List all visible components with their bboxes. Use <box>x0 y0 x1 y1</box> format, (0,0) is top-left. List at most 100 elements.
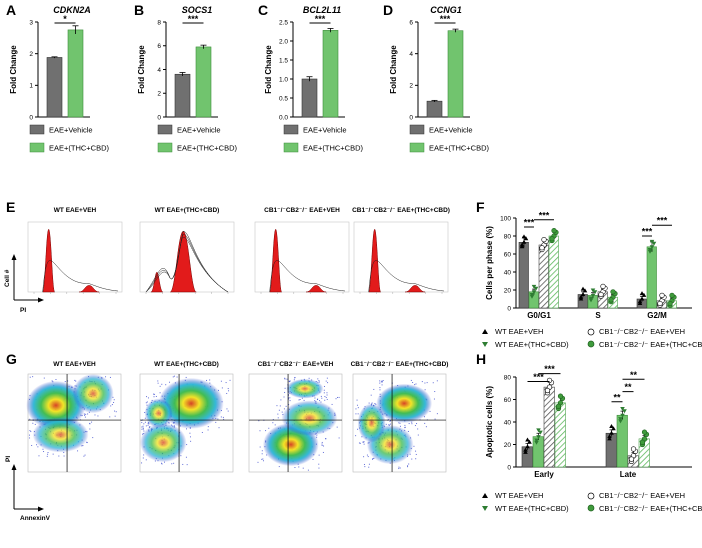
legend-label-vehicle: EAE+Vehicle <box>177 126 221 135</box>
flow-event <box>185 456 187 458</box>
flow-event <box>314 400 316 402</box>
sig-stars: *** <box>524 218 535 228</box>
y-tick-label: 80 <box>504 375 512 382</box>
data-point <box>590 293 596 298</box>
flow-event <box>368 402 370 404</box>
legend-marker-ko-veh <box>587 328 595 336</box>
flow-event <box>379 387 381 389</box>
y-tick-label: 4 <box>157 67 161 74</box>
flow-event <box>389 420 391 422</box>
y-axis-title: Fold Change <box>264 45 273 94</box>
flow-event <box>143 423 145 425</box>
flow-event <box>29 434 31 436</box>
flow-event <box>113 401 115 403</box>
flow-event <box>182 463 184 465</box>
flow-event <box>308 377 310 379</box>
data-point <box>618 419 623 424</box>
data-point <box>521 239 527 244</box>
sig-stars: * <box>63 14 67 24</box>
flow-event <box>316 399 318 401</box>
x-category-label: Early <box>534 470 554 479</box>
flow-event <box>37 446 39 448</box>
data-point <box>620 407 625 411</box>
flow-event <box>424 389 426 391</box>
flow-event <box>46 455 48 457</box>
sig-stars: ** <box>613 392 621 402</box>
density-cloud <box>158 377 224 429</box>
flow-event <box>161 462 163 464</box>
flow-event <box>74 379 76 381</box>
data-point <box>549 236 555 242</box>
flow-event <box>83 455 85 457</box>
panel-letter-C: C <box>258 2 268 18</box>
flow-event <box>36 444 38 446</box>
data-point <box>611 426 616 431</box>
flow-event <box>276 405 278 407</box>
histogram-fit-curve <box>269 260 346 293</box>
data-point <box>600 283 606 290</box>
flow-event <box>288 380 290 382</box>
panel-letter-B: B <box>134 2 144 18</box>
flow-event <box>388 424 390 426</box>
flow-event <box>268 427 270 429</box>
flow-event <box>411 423 413 425</box>
data-point <box>659 292 665 299</box>
legend-swatch-treated <box>283 142 299 153</box>
y-tick-label: 2.0 <box>279 38 288 45</box>
panel-letter-D: D <box>383 2 393 18</box>
bar-1 <box>616 414 628 468</box>
flow-event <box>357 407 359 409</box>
y-axis-title: Cells per phase (%) <box>485 226 494 300</box>
flow-event <box>58 455 60 457</box>
data-point <box>534 440 539 445</box>
data-point <box>523 449 528 454</box>
histogram-frame <box>353 221 449 293</box>
flow-event <box>145 402 147 404</box>
flow-event <box>265 430 267 432</box>
data-point <box>607 436 612 441</box>
panel-E-xaxis-label: PI <box>20 307 26 314</box>
flow-event <box>364 466 366 468</box>
chart-C: BCL2L11 Fold Change 0.0 0.5 1.0 1.5 2.0 2.5 *** <box>264 5 345 121</box>
density-cloud <box>357 403 386 443</box>
flow-event <box>161 383 163 385</box>
flow-event <box>323 385 325 387</box>
data-point <box>649 239 655 244</box>
data-point <box>534 438 539 443</box>
flow-event <box>335 398 337 400</box>
flow-event <box>416 423 418 425</box>
flow-event <box>180 455 182 457</box>
flow-event <box>272 422 274 424</box>
data-point <box>536 428 541 433</box>
flow-event <box>368 463 370 465</box>
data-point <box>551 228 557 234</box>
flow-event <box>356 404 358 406</box>
y-tick-label: 1.5 <box>279 57 288 64</box>
data-point <box>639 296 645 301</box>
flow-event <box>84 414 86 416</box>
histogram-frame <box>254 221 350 293</box>
flow-event <box>207 429 209 431</box>
flow-event <box>227 388 229 390</box>
flow-event <box>326 392 328 394</box>
flow-event <box>145 459 147 461</box>
bar-vehicle <box>174 73 191 118</box>
legends-top: EAE+Vehicle EAE+(THC+CBD) EAE+Vehicle EAE+(… <box>29 124 490 153</box>
gene-title: SOCS1 <box>182 5 213 15</box>
flow-event <box>277 413 279 415</box>
flow-event <box>257 461 259 463</box>
flow-event <box>288 404 290 406</box>
flow-event <box>325 397 327 399</box>
flow-event <box>284 387 286 389</box>
y-tick-label: 2 <box>409 83 413 90</box>
x-category-label: G0/G1 <box>527 311 551 320</box>
data-point <box>590 288 596 293</box>
flow-event <box>226 408 228 410</box>
flow-event <box>157 380 159 382</box>
flow-event <box>434 391 436 393</box>
flow-plot-title: CB1⁻/⁻CB2⁻/⁻ EAE+VEH <box>258 361 334 368</box>
flow-plot-title: WT EAE+(THC+CBD) <box>154 361 219 368</box>
flow-event <box>221 387 223 389</box>
flow-event <box>186 444 188 446</box>
